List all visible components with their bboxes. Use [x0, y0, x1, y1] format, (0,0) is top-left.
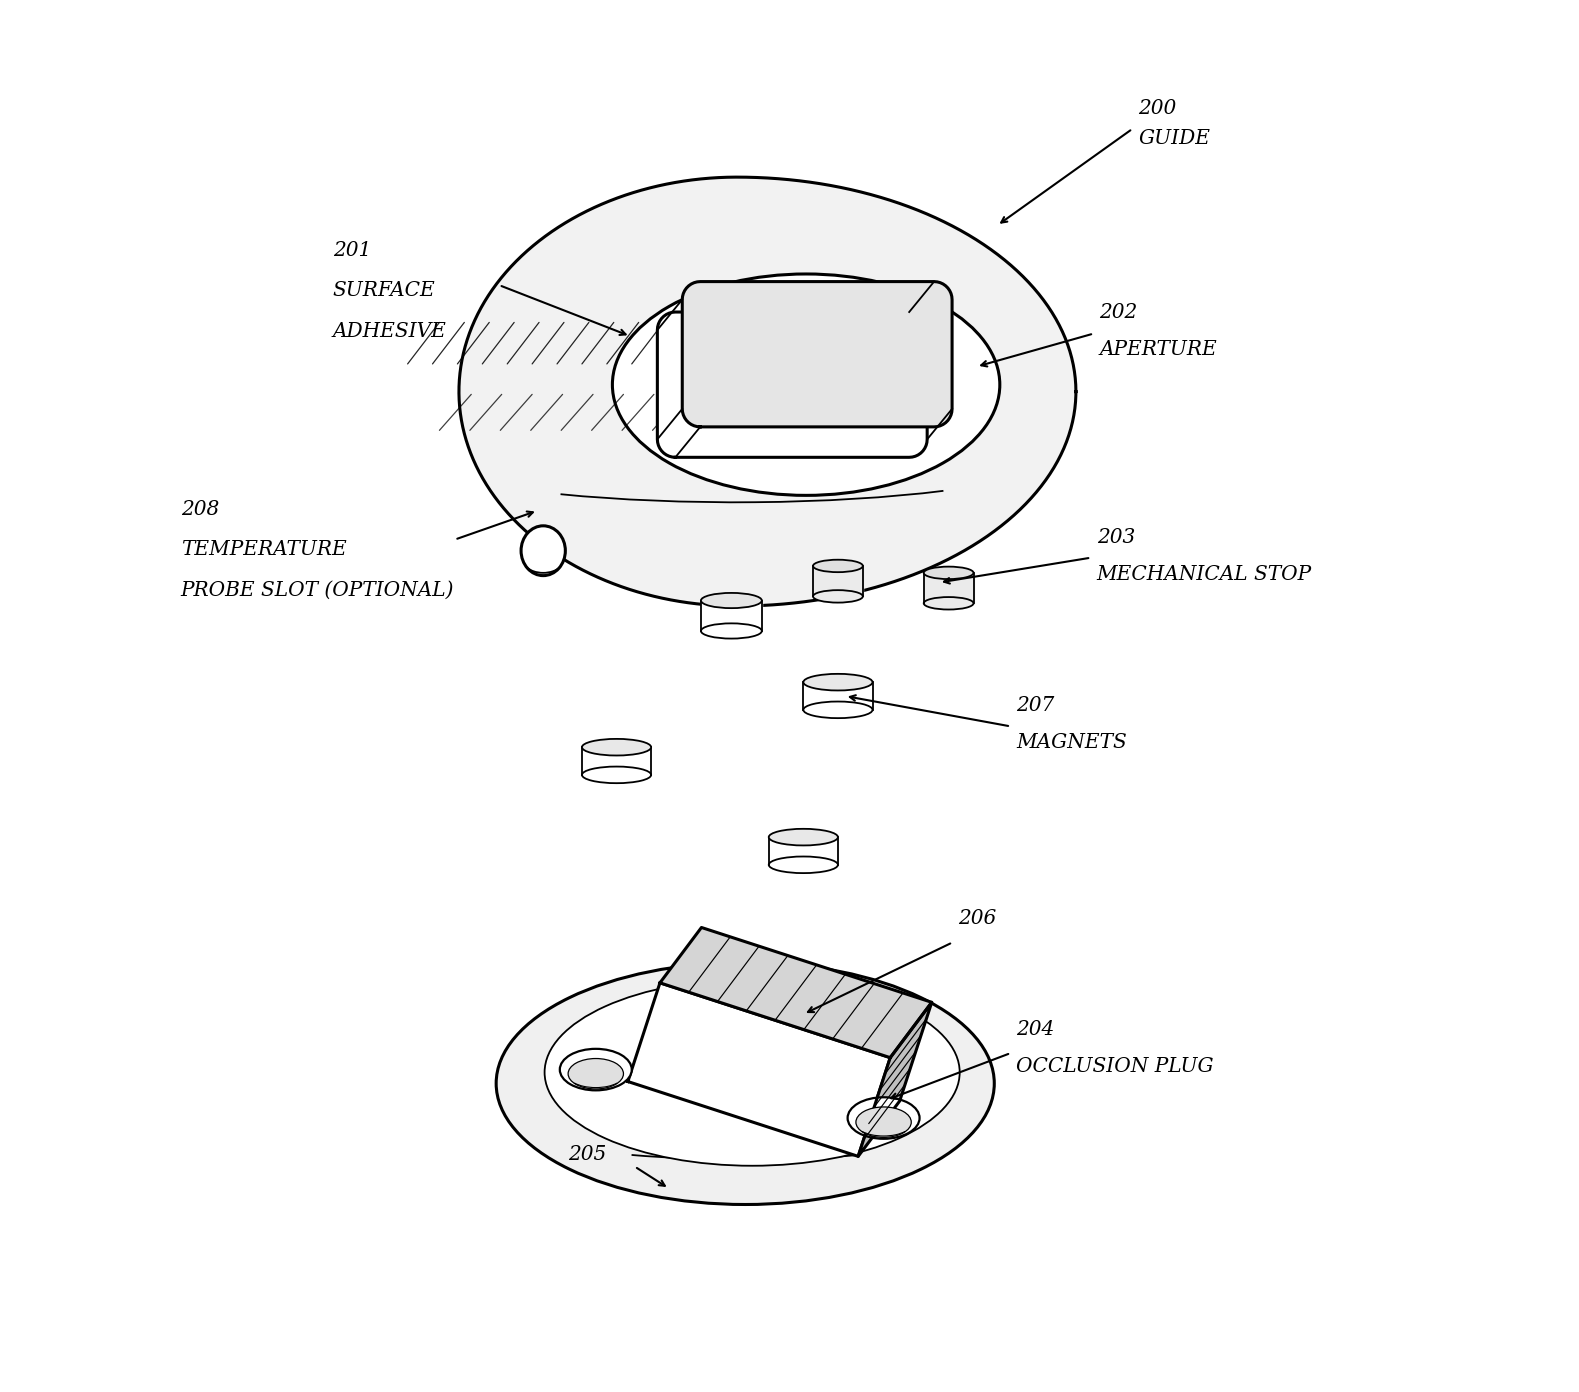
Text: GUIDE: GUIDE — [1138, 128, 1210, 148]
Ellipse shape — [769, 828, 838, 845]
Text: 201: 201 — [333, 241, 371, 260]
Text: 202: 202 — [1099, 303, 1138, 323]
Ellipse shape — [496, 962, 995, 1204]
Text: SURFACE: SURFACE — [333, 281, 436, 299]
Ellipse shape — [521, 526, 565, 576]
Ellipse shape — [856, 1107, 911, 1137]
Text: TEMPERATURE: TEMPERATURE — [180, 540, 346, 558]
Text: MAGNETS: MAGNETS — [1017, 734, 1127, 752]
Text: 206: 206 — [958, 909, 996, 928]
Ellipse shape — [924, 597, 974, 610]
Text: 203: 203 — [1097, 528, 1135, 547]
Polygon shape — [459, 177, 1075, 606]
Text: OCCLUSION PLUG: OCCLUSION PLUG — [1017, 1057, 1214, 1076]
Ellipse shape — [583, 739, 651, 756]
Text: 207: 207 — [1017, 696, 1055, 715]
Text: APERTURE: APERTURE — [1099, 341, 1217, 359]
Polygon shape — [660, 927, 932, 1058]
Polygon shape — [813, 567, 862, 596]
Ellipse shape — [545, 979, 960, 1165]
Ellipse shape — [583, 767, 651, 784]
Ellipse shape — [613, 274, 1000, 496]
Polygon shape — [804, 682, 873, 710]
Text: 204: 204 — [1017, 1020, 1055, 1040]
Text: 208: 208 — [180, 500, 219, 519]
Ellipse shape — [568, 1058, 624, 1089]
Ellipse shape — [848, 1097, 919, 1139]
Polygon shape — [701, 600, 761, 631]
Text: 200: 200 — [1138, 99, 1176, 118]
Polygon shape — [583, 748, 651, 775]
Ellipse shape — [813, 560, 862, 572]
Ellipse shape — [769, 856, 838, 873]
Polygon shape — [682, 281, 952, 427]
Text: ADHESIVE: ADHESIVE — [333, 323, 447, 341]
Text: PROBE SLOT (OPTIONAL): PROBE SLOT (OPTIONAL) — [180, 580, 455, 600]
Ellipse shape — [804, 674, 873, 690]
Polygon shape — [924, 574, 974, 603]
Ellipse shape — [813, 590, 862, 603]
Ellipse shape — [804, 702, 873, 718]
Ellipse shape — [701, 593, 761, 608]
Polygon shape — [857, 1002, 932, 1157]
Ellipse shape — [701, 624, 761, 639]
Polygon shape — [769, 837, 838, 864]
Ellipse shape — [561, 1048, 632, 1090]
Polygon shape — [657, 312, 927, 458]
Polygon shape — [628, 983, 891, 1157]
Text: MECHANICAL STOP: MECHANICAL STOP — [1097, 565, 1312, 583]
Text: 205: 205 — [568, 1144, 606, 1164]
Ellipse shape — [924, 567, 974, 579]
